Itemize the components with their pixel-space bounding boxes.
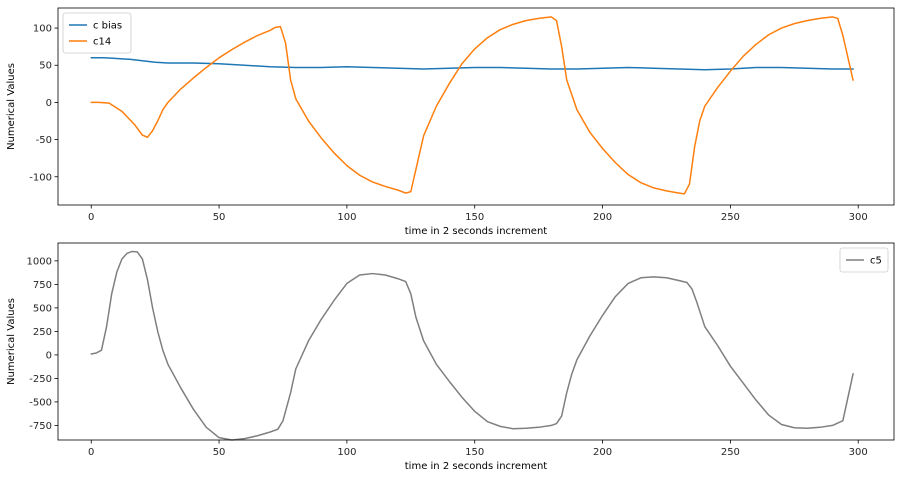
y-axis-label: Numerical Values <box>6 298 17 385</box>
x-tick-label: 150 <box>465 447 484 458</box>
legend: c bias c14 <box>62 12 132 54</box>
x-tick-label: 300 <box>849 447 868 458</box>
y-tick-label: 500 <box>33 303 52 314</box>
y-tick-label: 0 <box>46 98 52 109</box>
x-axis-label: time in 2 seconds increment <box>405 461 548 472</box>
y-tick-label: 1000 <box>27 256 52 267</box>
x-tick-label: 250 <box>721 447 740 458</box>
x-tick-label: 100 <box>337 212 356 223</box>
x-tick-label: 200 <box>593 212 612 223</box>
series-line-c-bias <box>90 57 854 71</box>
axes-frame <box>57 7 895 206</box>
x-tick-label: 100 <box>337 447 356 458</box>
y-tick-label: -500 <box>29 397 52 408</box>
x-tick-label: 50 <box>213 447 226 458</box>
x-tick-label: 50 <box>213 212 226 223</box>
legend: c5 <box>839 247 889 273</box>
legend-box <box>62 12 132 54</box>
x-tick-label: 250 <box>721 212 740 223</box>
x-tick-label: 0 <box>88 447 94 458</box>
y-tick-label: 750 <box>33 280 52 291</box>
x-tick-label: 150 <box>465 212 484 223</box>
x-axis-label: time in 2 seconds increment <box>405 226 548 237</box>
y-tick-label: -50 <box>36 135 52 146</box>
y-tick-label: 0 <box>46 350 52 361</box>
y-tick-label: -100 <box>29 172 52 183</box>
x-tick-label: 200 <box>593 447 612 458</box>
y-tick-label: -750 <box>29 421 52 432</box>
y-tick-label: 250 <box>33 327 52 338</box>
top-chart: 0 50 100 150 200 250 300 -100 -50 0 50 100 time in 2… <box>6 7 895 237</box>
bottom-chart: 0 50 100 150 200 250 300 -750 -500 -250 0 250 500 750… <box>6 242 895 472</box>
axes-frame <box>57 242 895 441</box>
series-line-c5 <box>90 250 854 441</box>
x-tick-label: 0 <box>88 212 94 223</box>
legend-entry: c bias <box>93 21 122 32</box>
series-line-c14 <box>90 16 854 195</box>
x-tick-label: 300 <box>849 212 868 223</box>
y-axis-label: Numerical Values <box>6 63 17 150</box>
legend-entry: c14 <box>93 37 111 48</box>
legend-entry: c5 <box>870 256 882 267</box>
y-tick-label: 50 <box>39 61 52 72</box>
y-tick-label: 100 <box>33 24 52 35</box>
y-tick-label: -250 <box>29 374 52 385</box>
